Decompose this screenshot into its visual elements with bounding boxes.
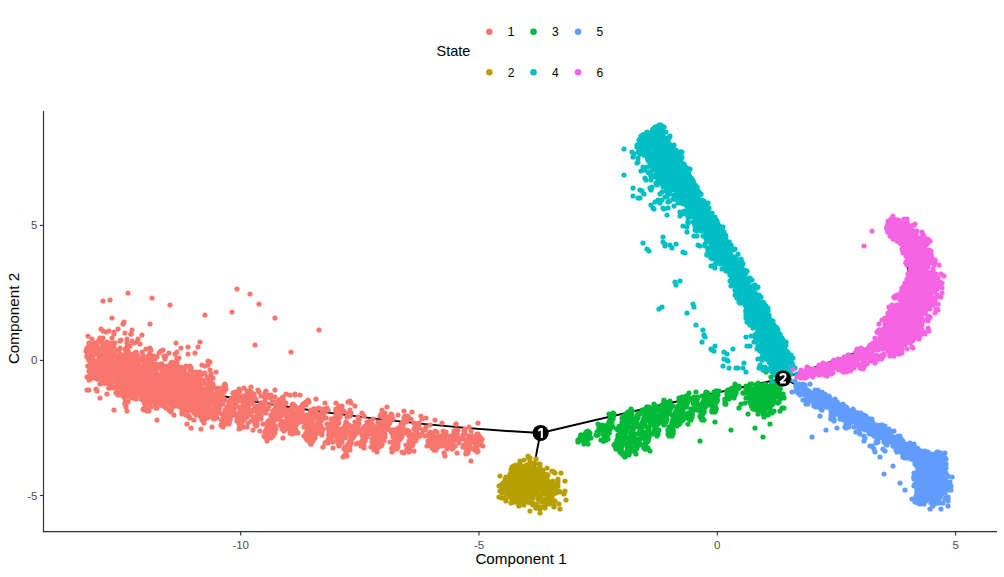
svg-text:-5: -5 [474, 539, 484, 551]
svg-text:Component 1: Component 1 [475, 550, 566, 567]
svg-text:1: 1 [508, 25, 515, 39]
svg-text:5: 5 [31, 219, 37, 231]
svg-text:5: 5 [952, 539, 958, 551]
svg-text:5: 5 [597, 25, 604, 39]
svg-text:3: 3 [552, 25, 559, 39]
svg-text:0: 0 [714, 539, 720, 551]
svg-text:State: State [437, 43, 471, 59]
svg-text:Component 2: Component 2 [5, 273, 22, 364]
svg-text:2: 2 [508, 66, 515, 80]
svg-text:6: 6 [597, 66, 604, 80]
svg-text:4: 4 [552, 66, 559, 80]
svg-text:0: 0 [31, 354, 37, 366]
svg-text:-10: -10 [232, 539, 249, 551]
svg-text:-5: -5 [27, 490, 37, 502]
